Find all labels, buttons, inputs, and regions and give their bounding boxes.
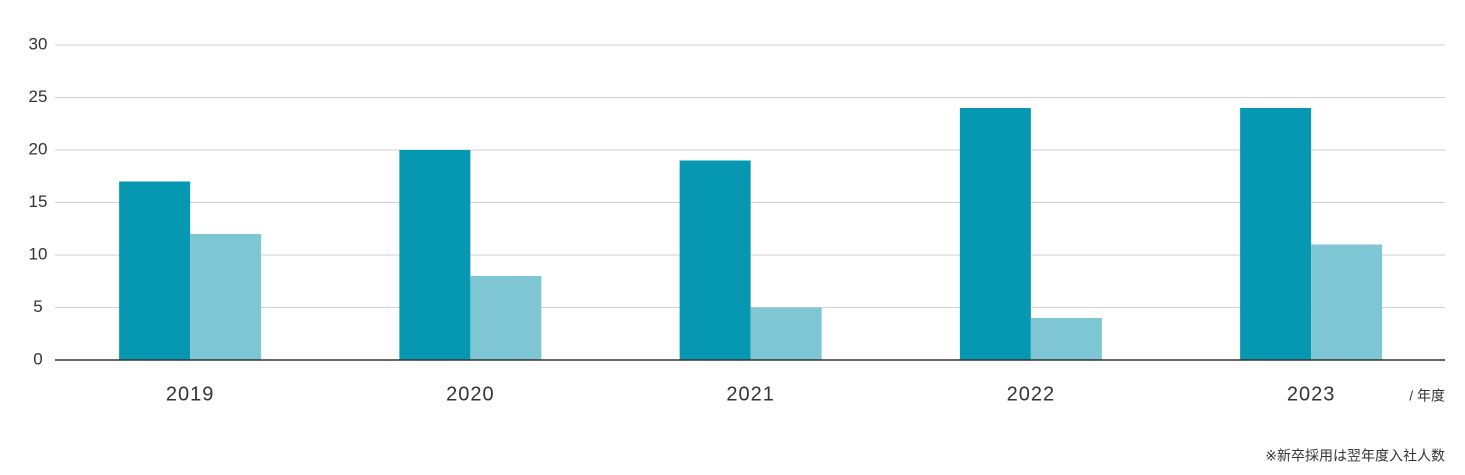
y-tick-label: 5 [33,297,42,316]
x-unit-label: / 年度 [1409,388,1445,404]
bar [470,276,542,360]
bar [399,150,471,360]
bar [119,181,191,360]
bar [1030,318,1102,360]
footnote: ※新卒採用は翌年度入社人数 [1265,448,1445,464]
bar [679,160,751,360]
y-tick-label: 25 [29,87,48,106]
x-tick-label: 2019 [166,383,215,405]
bar [750,307,822,360]
y-tick-label: 30 [29,34,48,53]
x-tick-label: 2023 [1287,383,1336,405]
y-tick-label: 10 [29,244,48,263]
y-tick-label: 20 [29,139,48,158]
y-tick-label: 0 [33,349,42,368]
x-tick-label: 2022 [1007,383,1056,405]
bar [959,108,1031,360]
x-tick-label: 2021 [726,383,775,405]
bar [1311,244,1383,360]
bar [1240,108,1312,360]
y-tick-label: 15 [29,192,48,211]
bar [190,234,262,360]
x-tick-label: 2020 [446,383,495,405]
